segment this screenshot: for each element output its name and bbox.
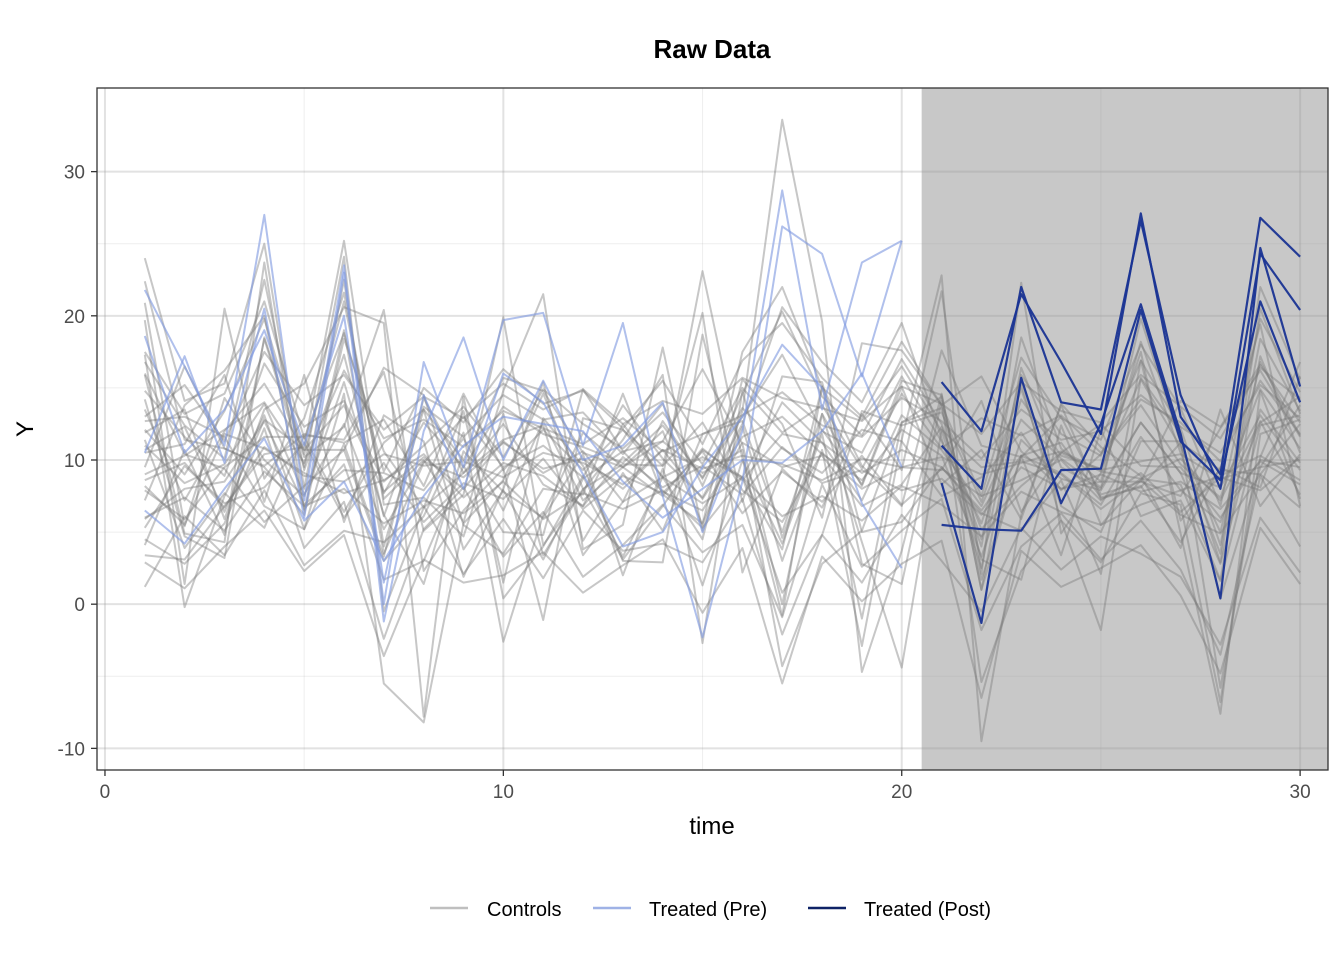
control-line-29 bbox=[144, 402, 1301, 565]
control-line-28 bbox=[144, 509, 1301, 699]
y-tick-label: 10 bbox=[64, 451, 85, 472]
y-tick-label: 30 bbox=[64, 163, 85, 184]
control-line-15 bbox=[144, 408, 1301, 561]
y-axis: -10 0 10 20 30 bbox=[58, 163, 97, 760]
control-line-6 bbox=[143, 261, 1301, 668]
legend-item-treated-post: Treated (Post) bbox=[808, 899, 991, 921]
legend-item-treated-pre: Treated (Pre) bbox=[593, 899, 767, 921]
y-tick-label: 0 bbox=[74, 595, 85, 616]
y-tick-label: 20 bbox=[64, 307, 85, 328]
control-line-17 bbox=[144, 420, 1301, 520]
grid-lines bbox=[97, 88, 1328, 770]
y-tick-label: -10 bbox=[58, 739, 85, 760]
post-period-shade bbox=[921, 88, 1328, 770]
control-line-2 bbox=[144, 239, 1301, 683]
legend-label-treated-pre: Treated (Pre) bbox=[649, 899, 767, 921]
control-line-1 bbox=[143, 280, 1302, 584]
treated-post-line-4 bbox=[941, 300, 1302, 532]
y-axis-title: Y bbox=[12, 421, 39, 437]
control-line-12 bbox=[143, 365, 1301, 523]
control-line-27 bbox=[143, 300, 1301, 508]
chart-title: Raw Data bbox=[653, 34, 771, 64]
treated-pre-line-3 bbox=[144, 372, 903, 562]
treated-pre-series bbox=[143, 189, 903, 639]
legend-item-controls: Controls bbox=[430, 899, 561, 921]
legend-label-controls: Controls bbox=[487, 899, 561, 921]
post-period-shade-rect bbox=[921, 88, 1328, 770]
x-axis-title: time bbox=[689, 813, 734, 840]
legend: Controls Treated (Pre) Treated (Post) bbox=[430, 899, 991, 921]
control-line-30 bbox=[144, 350, 1301, 443]
x-tick-label: 10 bbox=[493, 782, 514, 803]
control-line-9 bbox=[143, 309, 1302, 689]
legend-label-treated-post: Treated (Post) bbox=[864, 899, 991, 921]
control-line-20 bbox=[143, 489, 1301, 646]
treated-post-line-2 bbox=[940, 219, 1301, 490]
treated-pre-line-1 bbox=[143, 213, 903, 639]
treated-pre-line-4 bbox=[143, 314, 903, 584]
control-line-16 bbox=[144, 397, 1301, 558]
treated-post-line-3 bbox=[940, 246, 1302, 625]
panel-border bbox=[96, 87, 1329, 771]
x-tick-label: 20 bbox=[891, 782, 912, 803]
control-line-23 bbox=[144, 427, 1301, 656]
control-line-24 bbox=[144, 369, 1301, 476]
plot-panel bbox=[96, 87, 1329, 771]
x-tick-label: 0 bbox=[100, 782, 111, 803]
control-line-7 bbox=[144, 355, 1302, 669]
treated-post-series bbox=[940, 212, 1302, 625]
control-line-22 bbox=[143, 306, 1302, 570]
control-line-19 bbox=[144, 446, 1301, 509]
control-line-4 bbox=[144, 270, 1301, 718]
x-axis: 0 10 20 30 bbox=[100, 770, 1311, 803]
control-line-14 bbox=[144, 373, 1301, 578]
control-line-33 bbox=[144, 300, 1301, 534]
x-tick-label: 30 bbox=[1290, 782, 1311, 803]
control-line-10 bbox=[143, 255, 1301, 613]
control-line-26 bbox=[144, 470, 1301, 538]
treated-post-line-1 bbox=[940, 212, 1301, 476]
control-line-8 bbox=[143, 316, 1301, 645]
